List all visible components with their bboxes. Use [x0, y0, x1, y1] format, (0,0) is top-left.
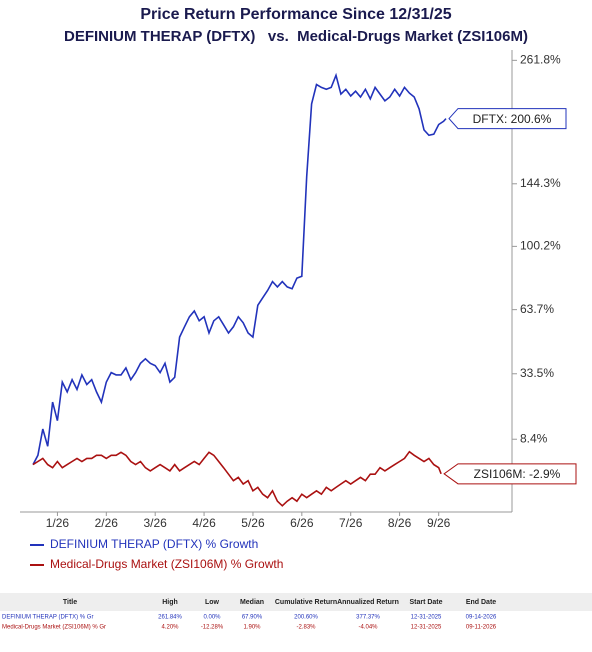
table-cell: -2.83%: [296, 625, 316, 631]
table-header: End Date: [466, 599, 496, 606]
legend-label: DEFINIUM THERAP (DFTX) % Growth: [50, 537, 258, 551]
x-tick-label: 9/26: [427, 516, 451, 530]
table-cell: 12-31-2025: [411, 625, 442, 631]
table-cell: Medical-Drugs Market (ZSI106M) % Gr: [2, 625, 106, 631]
x-tick-label: 3/26: [144, 516, 168, 530]
series-line: [32, 72, 447, 465]
y-tick-label: 63.7%: [520, 302, 554, 316]
y-tick-label: 261.8%: [520, 53, 561, 67]
table-header: Start Date: [409, 599, 442, 606]
table-cell: 4.20%: [161, 625, 179, 631]
table-header: Low: [205, 599, 220, 606]
table-cell: 377.37%: [356, 615, 380, 621]
table-cell: 67.90%: [242, 615, 263, 621]
x-tick-label: 4/26: [192, 516, 216, 530]
table-header: High: [162, 599, 178, 606]
chart-subtitle: DEFINIUM THERAP (DFTX) vs. Medical-Drugs…: [64, 28, 528, 45]
y-tick-label: 8.4%: [520, 431, 548, 445]
y-tick-label: 100.2%: [520, 239, 561, 253]
table-cell: 09-14-2026: [466, 615, 497, 621]
table-cell: 09-11-2026: [466, 625, 497, 631]
x-tick-label: 7/26: [339, 516, 363, 530]
end-label-box: [443, 463, 577, 485]
table-cell: 261.84%: [158, 615, 182, 621]
end-label: DFTX: 200.6%: [473, 112, 552, 126]
table-header: Median: [240, 599, 264, 606]
chart-title: Price Return Performance Since 12/31/25: [140, 6, 451, 23]
table-cell: 12-31-2025: [411, 615, 442, 621]
table-header-bg: [0, 593, 592, 611]
x-tick-label: 6/26: [290, 516, 314, 530]
series-line: [32, 450, 442, 507]
table-cell: DEFINIUM THERAP (DFTX) % Gr: [2, 615, 93, 621]
table-cell: 0.00%: [203, 615, 221, 621]
table-cell: 200.60%: [294, 615, 318, 621]
x-tick-label: 5/26: [241, 516, 265, 530]
x-tick-label: 1/26: [46, 516, 70, 530]
end-label-box: [448, 108, 567, 130]
x-tick-label: 2/26: [95, 516, 119, 530]
y-tick-label: 144.3%: [520, 176, 561, 190]
table-cell: -12.28%: [201, 625, 224, 631]
legend-label: Medical-Drugs Market (ZSI106M) % Growth: [50, 557, 283, 571]
y-tick-label: 33.5%: [520, 366, 554, 380]
table-header: Title: [63, 599, 77, 606]
table-cell: -4.04%: [358, 625, 378, 631]
table-cell: 1.90%: [243, 625, 261, 631]
table-header: Cumulative Return: [275, 599, 337, 606]
x-tick-label: 8/26: [388, 516, 412, 530]
table-header: Annualized Return: [337, 599, 399, 606]
end-label: ZSI106M: -2.9%: [474, 467, 561, 481]
